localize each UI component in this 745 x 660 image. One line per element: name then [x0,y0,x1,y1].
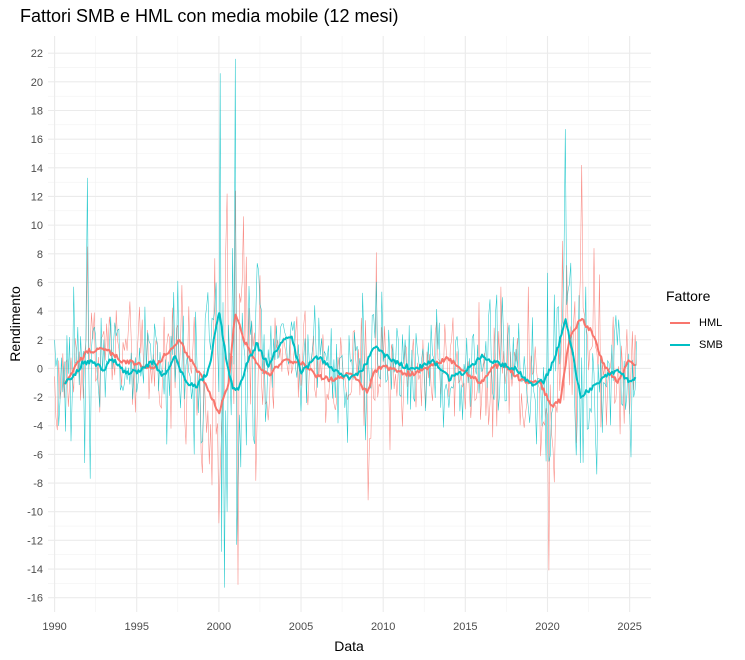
y-tick-label: 0 [37,363,43,375]
legend-key-hml [670,322,690,324]
axis-layer: -16 -14 -12 -10 -8 -6 -4 -2 0 2 4 6 8 10 12 14 16 18 20 22 1… [27,48,642,633]
y-tick-label: -4 [33,421,43,433]
y-tick-label: 6 [37,277,43,289]
x-tick-label: 2020 [535,621,559,633]
y-tick-label: -2 [33,392,43,404]
x-tick-label: 2000 [207,621,231,633]
x-tick-label: 1995 [124,621,148,633]
y-tick-label: 8 [37,249,43,261]
x-tick-label: 2010 [371,621,395,633]
series-monthly-smb [54,58,637,588]
y-tick-label: -12 [27,535,43,547]
legend-label-smb: SMB [699,339,723,351]
y-tick-label: 20 [31,77,43,89]
legend: Fattore HML SMB [666,288,723,356]
x-tick-label: 2005 [289,621,313,633]
legend-label-hml: HML [699,317,723,329]
y-tick-label: -10 [27,507,43,519]
y-tick-label: 14 [31,163,43,175]
y-tick-label: 12 [31,191,43,203]
legend-item-hml: HML [666,312,723,334]
y-tick-label: -6 [33,449,43,461]
series-ma-smb [64,312,637,399]
y-tick-label: -14 [27,564,43,576]
y-tick-label: 2 [37,335,43,347]
y-axis-title: Rendimento [7,286,23,362]
chart-title: Fattori SMB e HML con media mobile (12 m… [20,6,399,26]
x-tick-label: 1990 [42,621,66,633]
x-tick-label: 2025 [617,621,641,633]
legend-title: Fattore [666,288,711,304]
legend-item-smb: SMB [666,334,723,356]
y-tick-label: 4 [37,306,43,318]
y-tick-label: -8 [33,478,43,490]
y-tick-label: 10 [31,220,43,232]
y-tick-label: 16 [31,134,43,146]
legend-key-smb [670,344,690,346]
x-axis-title: Data [334,638,364,654]
series-layer [54,58,637,588]
y-tick-label: -16 [27,593,43,605]
y-tick-label: 18 [31,106,43,118]
y-tick-label: 22 [31,48,43,60]
series-monthly-hml [54,164,637,585]
series-ma-hml [63,313,636,415]
x-tick-label: 2015 [453,621,477,633]
